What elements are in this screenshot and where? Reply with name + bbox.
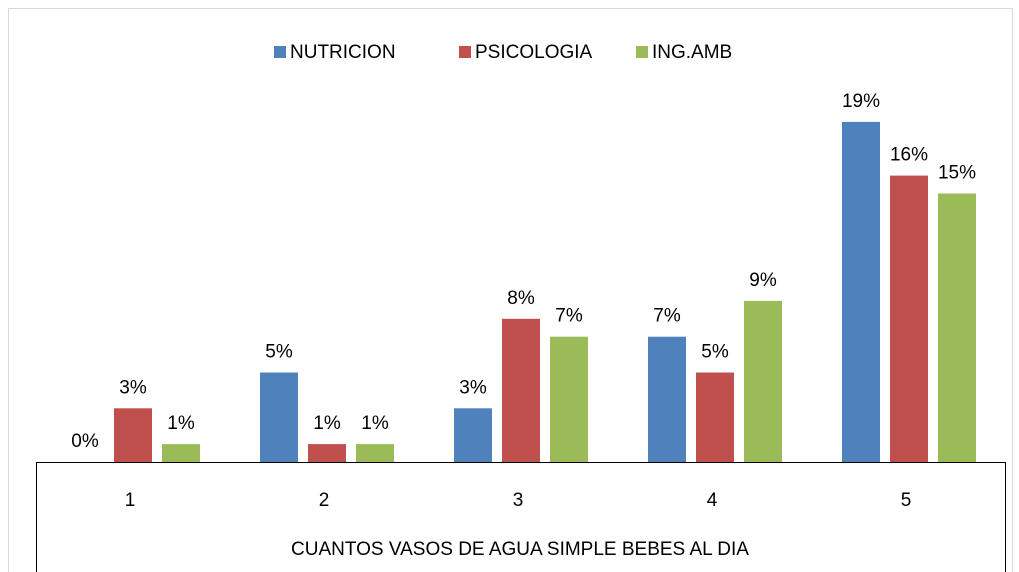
data-label: 7% [555,306,583,327]
bar [890,175,928,462]
data-label: 8% [507,288,535,309]
data-label: 15% [938,163,976,184]
bar [696,372,734,462]
data-label: 3% [459,377,487,398]
bar [260,372,298,462]
data-label: 5% [265,342,293,363]
x-axis-title: CUANTOS VASOS DE AGUA SIMPLE BEBES AL DI… [291,539,749,560]
bar [454,408,492,462]
data-label: 1% [361,413,389,434]
bar [356,444,394,462]
data-label: 7% [653,306,681,327]
bar [744,300,782,462]
data-label: 9% [749,270,777,291]
x-tick-label: 4 [707,490,718,511]
bar [308,444,346,462]
data-label: 1% [167,413,195,434]
data-label: 5% [701,342,729,363]
legend-label: NUTRICION [290,42,396,63]
data-label: 1% [313,413,341,434]
chart-frame [8,8,1013,572]
bar [938,193,976,462]
x-tick-label: 1 [125,490,136,511]
bar [550,336,588,462]
data-label: 0% [71,431,99,452]
bar [842,121,880,463]
data-label: 3% [119,377,147,398]
x-axis-box [36,462,1006,572]
legend-swatch [636,46,648,58]
x-tick-label: 5 [901,490,912,511]
data-label: 16% [890,145,928,166]
bar [162,444,200,462]
legend-swatch [274,46,286,58]
x-tick-label: 2 [319,490,330,511]
legend-label: PSICOLOGIA [475,42,593,63]
legend-label: ING.AMB [652,42,732,63]
legend-swatch [459,46,471,58]
bar [502,318,540,462]
bar [648,336,686,462]
bar [114,408,152,462]
data-label: 19% [842,91,880,112]
x-tick-label: 3 [513,490,524,511]
